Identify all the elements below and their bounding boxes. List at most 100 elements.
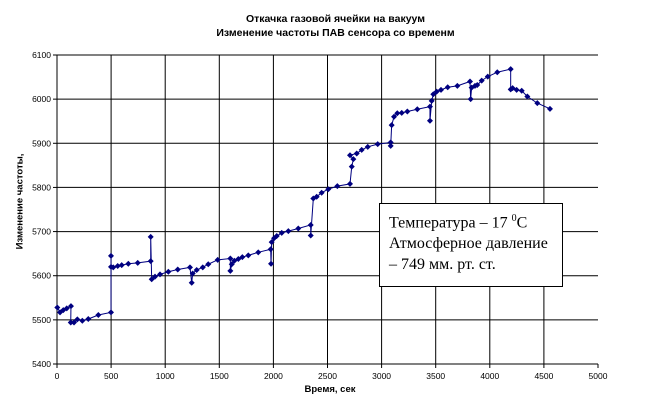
x-tick-label: 3500 — [426, 371, 445, 381]
data-point — [318, 189, 325, 196]
data-point — [228, 261, 235, 268]
data-point — [478, 77, 485, 84]
data-point — [494, 69, 501, 76]
data-point — [148, 276, 155, 283]
x-tick-label: 0 — [55, 371, 60, 381]
data-point — [454, 82, 461, 89]
chart-title-line-2: Изменение частоты ПАВ сенсора со временм — [216, 27, 455, 39]
data-point — [546, 105, 553, 112]
annotation-temperature: Температура – 17 0С — [389, 208, 562, 233]
data-point — [387, 142, 394, 149]
data-point — [199, 264, 206, 271]
data-point — [110, 264, 117, 271]
y-tick-label: 5400 — [32, 359, 51, 369]
y-tick-label: 6000 — [32, 94, 51, 104]
data-point — [518, 87, 525, 94]
data-point — [74, 316, 81, 323]
data-point — [79, 317, 86, 324]
data-point — [134, 259, 141, 266]
y-tick-label: 6100 — [32, 50, 51, 60]
data-point — [85, 315, 92, 322]
y-tick-label: 5500 — [32, 315, 51, 325]
data-point — [268, 260, 275, 267]
data-point — [273, 232, 280, 239]
data-point — [227, 267, 234, 274]
data-point — [444, 84, 451, 91]
data-point — [107, 309, 114, 316]
data-point — [484, 73, 491, 80]
x-tick-label: 5000 — [589, 371, 608, 381]
data-point — [507, 86, 514, 93]
data-point — [95, 312, 102, 319]
data-point — [313, 193, 320, 200]
x-tick-label: 4000 — [480, 371, 499, 381]
data-point — [513, 86, 520, 93]
data-point — [107, 252, 114, 259]
data-point — [255, 249, 262, 256]
y-axis-label: Изменение частоты, — [14, 153, 26, 250]
data-point — [239, 254, 246, 261]
data-point — [364, 143, 371, 150]
data-point — [147, 233, 154, 240]
data-point — [285, 228, 292, 235]
data-point — [189, 270, 196, 277]
data-point — [394, 110, 401, 117]
data-point — [307, 221, 314, 228]
data-point — [428, 97, 435, 104]
data-point — [347, 152, 354, 159]
data-point — [391, 113, 398, 120]
data-point — [152, 273, 159, 280]
x-tick-label: 3000 — [372, 371, 391, 381]
data-point — [70, 319, 77, 326]
data-point — [267, 246, 274, 253]
x-tick-label: 2000 — [264, 371, 283, 381]
data-point — [67, 319, 74, 326]
data-point — [54, 304, 61, 311]
x-tick-label: 1000 — [156, 371, 175, 381]
data-point — [350, 156, 357, 163]
data-point — [398, 109, 405, 116]
data-point — [325, 186, 332, 193]
data-point — [268, 239, 275, 246]
annotation-degree: 0 — [511, 213, 517, 224]
data-point — [534, 100, 541, 107]
data-point — [353, 150, 360, 157]
data-point — [193, 266, 200, 273]
data-point — [174, 266, 181, 273]
data-point — [125, 260, 132, 267]
data-point — [474, 82, 481, 89]
data-point — [147, 258, 154, 265]
data-point — [186, 264, 193, 271]
data-point — [388, 122, 395, 129]
data-point — [466, 78, 473, 85]
annotation-pressure: Атмосферное давление — [389, 235, 548, 253]
y-tick-label: 5700 — [32, 227, 51, 237]
data-point — [165, 268, 172, 275]
data-point — [374, 141, 381, 148]
data-point — [426, 103, 433, 110]
data-point — [524, 93, 531, 100]
chart-title-line-1: Откачка газовой ячейки на вакуум — [245, 13, 426, 25]
y-tick-label: 5900 — [32, 138, 51, 148]
data-point — [205, 261, 212, 268]
annotation-box: Температура – 17 0С Атмосферное давление… — [379, 203, 563, 287]
x-tick-label: 500 — [104, 371, 118, 381]
data-point — [358, 146, 365, 153]
data-point — [430, 91, 437, 98]
data-point — [188, 279, 195, 286]
y-tick-label: 5800 — [32, 182, 51, 192]
data-point — [507, 66, 514, 73]
data-point — [157, 271, 164, 278]
x-tick-label: 4500 — [534, 371, 553, 381]
data-point — [227, 255, 234, 262]
data-point — [307, 232, 314, 239]
y-tick-label: 5600 — [32, 271, 51, 281]
data-point — [214, 256, 221, 263]
data-point — [433, 88, 440, 95]
data-point — [67, 303, 74, 310]
data-point — [295, 225, 302, 232]
data-point — [278, 229, 285, 236]
data-point — [387, 139, 394, 146]
x-axis-label: Время, сек — [304, 384, 356, 395]
